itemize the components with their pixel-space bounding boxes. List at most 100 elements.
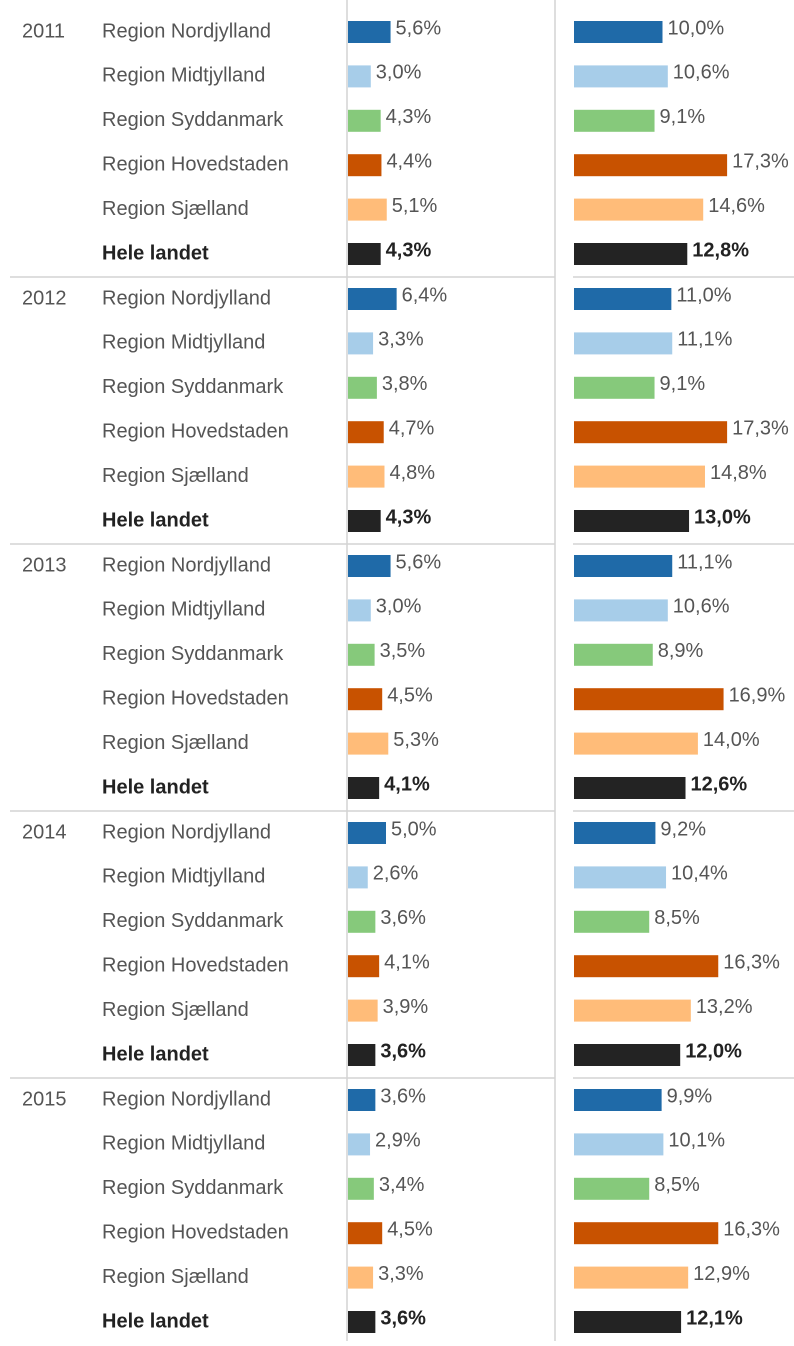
bar	[348, 243, 381, 265]
value-label: 9,2%	[660, 818, 706, 840]
value-label: 8,5%	[654, 907, 700, 929]
bar	[574, 1311, 682, 1333]
value-label: 11,0%	[676, 284, 731, 306]
bar	[348, 688, 383, 711]
value-label: 3,8%	[382, 373, 428, 395]
value-label: 13,0%	[694, 506, 751, 528]
value-label: 4,7%	[389, 417, 435, 439]
bar	[348, 109, 381, 132]
value-label: 10,1%	[668, 1130, 725, 1152]
bar	[348, 21, 391, 43]
value-label: 4,3%	[386, 106, 432, 128]
bar	[574, 1089, 662, 1111]
bar	[574, 154, 728, 177]
region-label: Region Midtjylland	[102, 332, 265, 354]
region-label: Region Sjælland	[102, 999, 249, 1021]
region-label: Region Nordjylland	[102, 20, 271, 42]
bar	[574, 643, 653, 666]
region-label: Region Syddanmark	[102, 109, 284, 131]
bar	[574, 109, 655, 132]
region-label: Region Nordjylland	[102, 1088, 271, 1110]
bar	[348, 465, 385, 488]
bar	[574, 288, 672, 310]
year-label: 2012	[22, 287, 67, 309]
region-label: Hele landet	[102, 1043, 209, 1065]
value-label: 3,4%	[379, 1174, 425, 1196]
region-label: Region Nordjylland	[102, 554, 271, 576]
bar	[348, 1044, 376, 1066]
bar	[574, 1177, 650, 1200]
bar	[574, 421, 728, 444]
region-label: Region Syddanmark	[102, 376, 284, 398]
value-label: 4,4%	[386, 150, 432, 172]
bar	[348, 1133, 371, 1156]
bar	[348, 65, 371, 88]
value-label: 2,9%	[375, 1130, 421, 1152]
value-label: 3,6%	[380, 1307, 426, 1329]
value-label: 4,1%	[384, 773, 430, 795]
value-label: 4,5%	[387, 684, 433, 706]
value-label: 17,3%	[732, 417, 789, 439]
bar	[574, 688, 724, 711]
bar	[574, 510, 690, 532]
bar	[348, 376, 377, 399]
bar	[574, 732, 698, 755]
bar	[574, 243, 688, 265]
value-label: 16,3%	[723, 1218, 780, 1240]
value-label: 3,0%	[376, 596, 422, 618]
bar	[574, 1044, 681, 1066]
value-label: 5,0%	[391, 818, 437, 840]
region-label: Region Hovedstaden	[102, 954, 289, 976]
region-label: Region Sjælland	[102, 198, 249, 220]
value-label: 4,5%	[387, 1218, 433, 1240]
region-label: Region Syddanmark	[102, 643, 284, 665]
value-label: 8,5%	[654, 1174, 700, 1196]
value-label: 12,6%	[691, 773, 748, 795]
value-label: 6,4%	[402, 284, 448, 306]
bar	[574, 555, 673, 577]
region-label: Region Hovedstaden	[102, 420, 289, 442]
value-label: 3,5%	[380, 640, 426, 662]
bar	[574, 955, 719, 978]
value-label: 12,0%	[685, 1040, 742, 1062]
bar	[574, 465, 705, 488]
value-label: 12,9%	[693, 1263, 750, 1285]
bar	[348, 732, 389, 755]
bar	[348, 510, 381, 532]
bar	[348, 910, 376, 933]
value-label: 3,6%	[380, 1085, 426, 1107]
bar	[348, 599, 371, 622]
bar	[574, 822, 656, 844]
bar	[348, 332, 374, 355]
value-label: 4,3%	[386, 239, 432, 261]
region-label: Region Syddanmark	[102, 910, 284, 932]
bar	[574, 910, 650, 933]
region-label: Region Nordjylland	[102, 821, 271, 843]
value-label: 5,6%	[396, 17, 442, 39]
region-label: Region Sjælland	[102, 732, 249, 754]
bar	[348, 1266, 374, 1289]
bar	[348, 1222, 383, 1245]
value-label: 10,0%	[668, 17, 725, 39]
value-label: 9,9%	[667, 1085, 713, 1107]
region-label: Region Hovedstaden	[102, 1221, 289, 1243]
value-label: 14,8%	[710, 462, 767, 484]
region-label: Region Nordjylland	[102, 287, 271, 309]
bar	[348, 643, 375, 666]
region-label: Region Syddanmark	[102, 1177, 284, 1199]
value-label: 10,6%	[673, 62, 730, 84]
region-label: Hele landet	[102, 509, 209, 531]
region-label: Hele landet	[102, 1310, 209, 1332]
year-label: 2011	[22, 20, 65, 42]
value-label: 10,6%	[673, 596, 730, 618]
bar	[348, 154, 382, 177]
bar	[348, 866, 368, 889]
bar	[348, 288, 397, 310]
bar	[574, 599, 668, 622]
value-label: 12,8%	[692, 239, 749, 261]
bar	[574, 332, 673, 355]
bar	[348, 999, 378, 1022]
year-label: 2013	[22, 554, 67, 576]
value-label: 3,9%	[383, 996, 429, 1018]
